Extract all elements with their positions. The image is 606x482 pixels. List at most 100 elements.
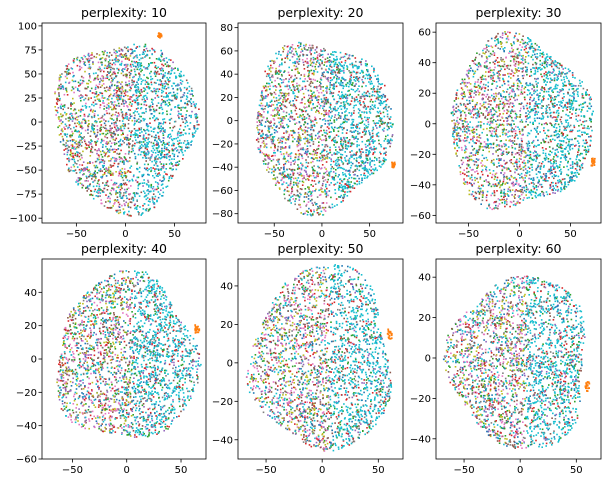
scatter-point — [308, 44, 311, 47]
scatter-point — [66, 133, 69, 136]
scatter-point — [79, 79, 82, 82]
scatter-point — [109, 164, 112, 166]
scatter-point — [110, 66, 112, 69]
scatter-point — [320, 98, 323, 100]
scatter-point — [143, 167, 146, 170]
scatter-points — [255, 41, 396, 217]
scatter-point — [167, 155, 170, 158]
scatter-point — [59, 97, 61, 100]
scatter-point — [142, 136, 145, 139]
scatter-point — [263, 163, 265, 165]
scatter-point — [183, 74, 185, 77]
scatter-point — [108, 155, 110, 157]
scatter-point — [130, 201, 132, 203]
scatter-point — [304, 130, 307, 132]
scatter-point — [146, 144, 148, 146]
scatter-point — [361, 78, 363, 81]
scatter-point — [296, 53, 298, 56]
scatter-point — [107, 120, 110, 123]
scatter-point — [259, 99, 262, 102]
scatter-point — [341, 91, 343, 93]
scatter-point — [136, 111, 139, 113]
scatter-point — [328, 175, 331, 177]
scatter-point — [156, 182, 159, 184]
scatter-point — [118, 172, 121, 175]
scatter-point — [70, 151, 72, 153]
scatter-point — [365, 159, 368, 161]
scatter-point — [107, 149, 110, 152]
scatter-point — [166, 94, 168, 96]
scatter-point — [296, 158, 299, 161]
scatter-point — [123, 175, 125, 177]
scatter-point — [277, 111, 279, 113]
scatter-point — [312, 78, 315, 81]
scatter-point — [329, 206, 332, 209]
scatter-point — [321, 62, 323, 65]
scatter-point — [289, 51, 291, 54]
scatter-point — [290, 163, 292, 166]
scatter-point — [66, 72, 68, 75]
scatter-point — [119, 160, 122, 163]
scatter-point — [161, 144, 164, 146]
scatter-point — [130, 105, 133, 107]
scatter-point — [134, 114, 136, 117]
scatter-point — [155, 160, 158, 163]
scatter-point — [126, 106, 129, 108]
scatter-point — [335, 55, 338, 58]
scatter-point — [107, 89, 109, 91]
scatter-point — [123, 102, 125, 105]
scatter-point — [167, 105, 169, 107]
scatter-point — [307, 89, 310, 92]
scatter-point — [151, 197, 154, 200]
scatter-point — [282, 173, 284, 176]
scatter-point — [122, 182, 125, 185]
scatter-point — [367, 170, 369, 173]
scatter-point — [340, 82, 342, 84]
scatter-point — [368, 117, 370, 119]
scatter-point — [103, 70, 105, 73]
scatter-point — [302, 54, 305, 56]
scatter-point — [283, 45, 286, 47]
scatter-point — [99, 77, 102, 80]
scatter-point — [120, 197, 122, 199]
scatter-point — [89, 151, 92, 153]
scatter-point — [163, 129, 165, 132]
scatter-point — [74, 148, 77, 150]
scatter-point — [163, 150, 165, 152]
scatter-point — [348, 177, 350, 179]
scatter-point — [166, 76, 168, 79]
scatter-point — [305, 159, 307, 161]
scatter-point — [152, 201, 154, 203]
scatter-point — [117, 127, 119, 129]
scatter-point — [157, 154, 159, 156]
scatter-point — [357, 138, 359, 140]
scatter-point — [112, 148, 114, 151]
scatter-point — [88, 170, 90, 173]
scatter-point — [291, 104, 293, 107]
scatter-point — [309, 138, 311, 141]
scatter-point — [142, 138, 145, 140]
scatter-point — [266, 73, 269, 75]
scatter-point — [85, 87, 88, 90]
scatter-point — [161, 156, 163, 158]
scatter-point — [140, 64, 143, 67]
scatter-point — [94, 141, 96, 143]
scatter-point — [261, 129, 263, 132]
y-tick-label: −50 — [16, 166, 37, 177]
scatter-point — [136, 129, 138, 132]
scatter-point — [261, 96, 263, 98]
scatter-point — [384, 106, 387, 108]
scatter-point — [191, 133, 194, 136]
scatter-point — [157, 90, 160, 93]
scatter-point — [168, 163, 171, 165]
scatter-point — [349, 81, 352, 83]
scatter-point — [95, 95, 98, 98]
scatter-point — [284, 100, 287, 103]
scatter-point — [354, 165, 357, 167]
scatter-point — [143, 53, 145, 55]
scatter-point — [86, 190, 88, 192]
scatter-point — [267, 129, 269, 132]
scatter-point — [282, 47, 284, 49]
scatter-point — [84, 61, 86, 64]
scatter-point — [113, 183, 115, 186]
